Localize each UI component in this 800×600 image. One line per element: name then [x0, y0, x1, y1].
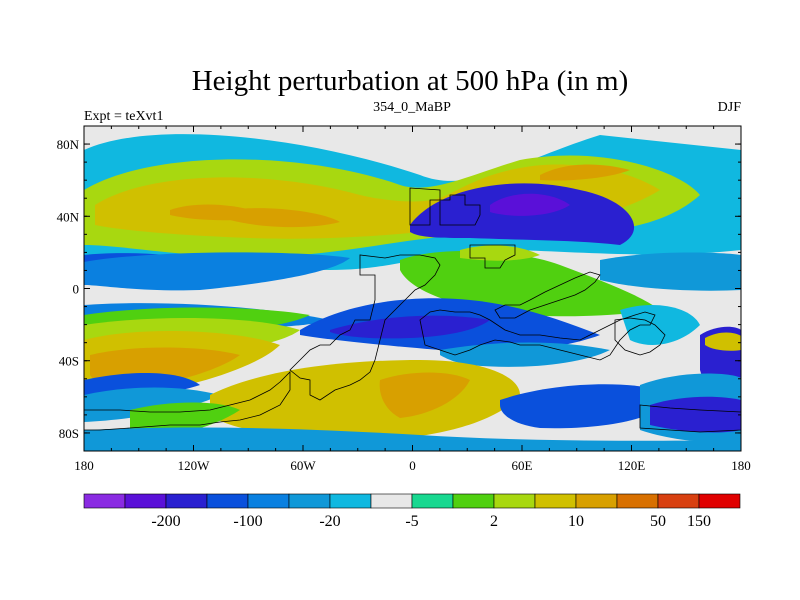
contour-region [600, 252, 741, 291]
contour-region [84, 252, 350, 291]
colorbar-box [329, 493, 372, 509]
continent-outline [84, 371, 291, 431]
x-axis: 180 120W 60W 0 60E 120E 180 [74, 126, 751, 473]
colorbar-box [165, 493, 208, 509]
y-tick-label: 80S [59, 426, 79, 441]
continent-outline [614, 317, 666, 356]
continent-outline [409, 187, 481, 226]
contour-region [650, 396, 741, 433]
colorbar-label: 150 [687, 513, 711, 530]
subtitle-right: DJF [718, 100, 742, 115]
contour-region [540, 164, 630, 181]
colorbar-box [411, 493, 454, 509]
colorbar-label: 10 [568, 513, 584, 530]
contour-region [379, 372, 470, 418]
colorbar-box [616, 493, 659, 509]
continent-outlines [84, 187, 741, 433]
contour-region [490, 193, 570, 216]
contour-region [705, 332, 741, 351]
contour-field [84, 126, 741, 451]
colorbar-box [370, 493, 413, 509]
chart-title: Height perturbation at 500 hPa (in m) [192, 65, 629, 97]
colorbar-label: -5 [405, 513, 418, 530]
y-tick-label: 40S [59, 354, 79, 369]
colorbar-label: 50 [650, 513, 666, 530]
contour-region [440, 342, 610, 367]
colorbar-label: -20 [319, 513, 340, 530]
colorbar-box [206, 493, 249, 509]
colorbar-box [575, 493, 618, 509]
contour-region [500, 384, 680, 429]
continent-outline [289, 254, 441, 401]
subtitle-center: 354_0_MaBP [373, 100, 451, 115]
continent-outline [419, 309, 656, 361]
colorbar-label: 2 [490, 513, 498, 530]
contour-region [330, 315, 490, 339]
colorbar-label: -200 [151, 513, 180, 530]
continent-outline [639, 404, 741, 433]
colorbar-box [288, 493, 331, 509]
y-tick-label: 80N [57, 137, 80, 152]
x-tick-label: 60W [290, 458, 316, 473]
colorbar-box [83, 493, 126, 509]
continent-outline [494, 271, 601, 319]
colorbar-box [534, 493, 577, 509]
y-tick-label: 40N [57, 209, 80, 224]
y-axis: 80N 40N 0 40S 80S [57, 125, 741, 452]
x-tick-label: 0 [409, 458, 416, 473]
y-tick-label: 0 [73, 282, 80, 297]
colorbar-box [657, 493, 700, 509]
x-tick-label: 120W [178, 458, 211, 473]
colorbar-label: -100 [233, 513, 262, 530]
colorbar-box [247, 493, 290, 509]
x-tick-label: 120E [618, 458, 646, 473]
x-tick-label: 60E [512, 458, 533, 473]
contour-region [84, 387, 220, 422]
colorbar-box [698, 493, 741, 509]
colorbar-box [452, 493, 495, 509]
contour-region [230, 208, 340, 228]
colorbar-box [124, 493, 167, 509]
x-tick-label: 180 [731, 458, 751, 473]
x-tick-label: 180 [74, 458, 94, 473]
contour-region [620, 305, 700, 345]
continent-outline [469, 244, 516, 269]
colorbar-box [493, 493, 536, 509]
colorbar: -200 -100 -20 -5 2 10 50 150 [83, 493, 741, 530]
contour-region [84, 427, 741, 451]
subtitle-left: Expt = teXvt1 [84, 109, 163, 124]
contour-region [460, 245, 540, 261]
